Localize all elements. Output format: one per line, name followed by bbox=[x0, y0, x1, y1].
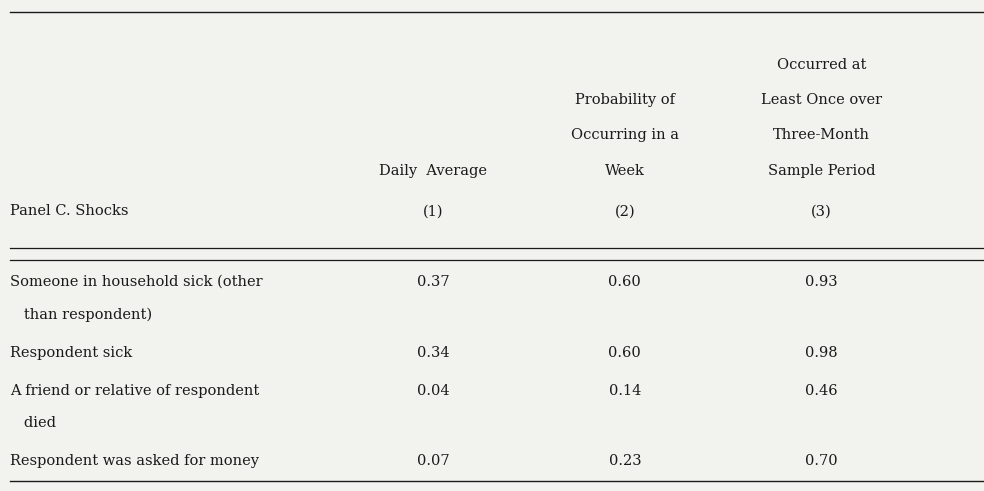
Text: (2): (2) bbox=[615, 204, 635, 218]
Text: Sample Period: Sample Period bbox=[768, 164, 876, 178]
Text: 0.37: 0.37 bbox=[416, 275, 450, 289]
Text: 0.98: 0.98 bbox=[805, 346, 838, 359]
Text: 0.07: 0.07 bbox=[416, 455, 450, 468]
Text: 0.93: 0.93 bbox=[805, 275, 838, 289]
Text: 0.04: 0.04 bbox=[416, 384, 450, 398]
Text: Daily  Average: Daily Average bbox=[379, 164, 487, 178]
Text: 0.23: 0.23 bbox=[608, 455, 642, 468]
Text: 0.60: 0.60 bbox=[608, 275, 642, 289]
Text: Respondent sick: Respondent sick bbox=[10, 346, 132, 359]
Text: 0.70: 0.70 bbox=[805, 455, 838, 468]
Text: Occurring in a: Occurring in a bbox=[571, 129, 679, 142]
Text: 0.60: 0.60 bbox=[608, 346, 642, 359]
Text: (3): (3) bbox=[811, 204, 832, 218]
Text: (1): (1) bbox=[423, 204, 443, 218]
Text: Someone in household sick (other: Someone in household sick (other bbox=[10, 275, 263, 289]
Text: Least Once over: Least Once over bbox=[761, 93, 883, 107]
Text: 0.46: 0.46 bbox=[805, 384, 838, 398]
Text: Occurred at: Occurred at bbox=[777, 58, 866, 72]
Text: died: died bbox=[10, 416, 56, 430]
Text: Probability of: Probability of bbox=[575, 93, 675, 107]
Text: Week: Week bbox=[605, 164, 645, 178]
Text: A friend or relative of respondent: A friend or relative of respondent bbox=[10, 384, 259, 398]
Text: Panel C. Shocks: Panel C. Shocks bbox=[10, 204, 128, 218]
Text: Respondent was asked for money: Respondent was asked for money bbox=[10, 455, 259, 468]
Text: than respondent): than respondent) bbox=[10, 307, 152, 322]
Text: Three-Month: Three-Month bbox=[773, 129, 870, 142]
Text: 0.34: 0.34 bbox=[416, 346, 450, 359]
Text: 0.14: 0.14 bbox=[609, 384, 641, 398]
